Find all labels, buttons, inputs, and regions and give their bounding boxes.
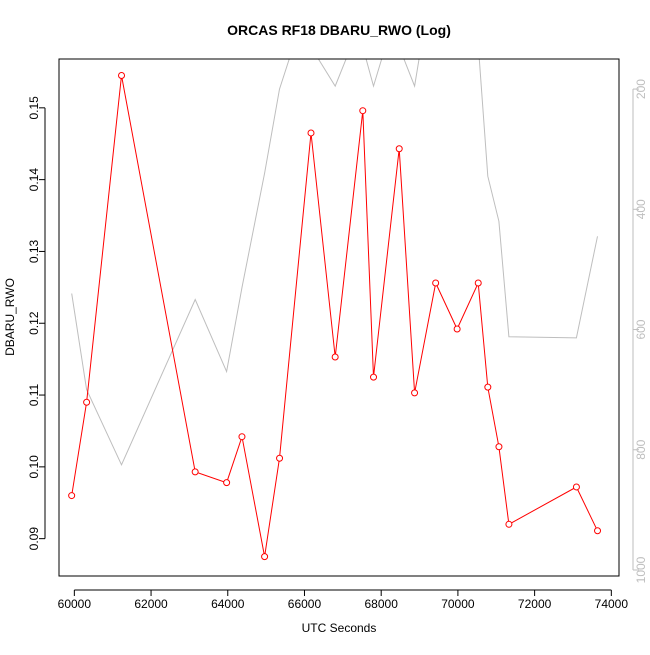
y-tick-label: 0.15 <box>27 96 41 120</box>
data-point-marker <box>495 443 503 451</box>
data-point-marker <box>238 433 246 441</box>
y-axis-left: 0.09 0.10 0.11 0.12 0.13 0.14 0.15 <box>27 96 46 551</box>
right-axis-series-line <box>71 59 598 467</box>
x-axis: 60000 62000 64000 66000 68000 70000 72000 74000 <box>58 589 629 611</box>
data-point-marker <box>395 145 403 153</box>
x-tick-label: 66000 <box>288 597 322 611</box>
data-point-marker <box>68 492 76 500</box>
data-point-marker <box>505 520 513 528</box>
data-point-marker <box>484 383 492 391</box>
x-tick-label: 70000 <box>441 597 475 611</box>
left-axis-series-layer <box>68 72 602 561</box>
x-tick-label: 60000 <box>58 597 92 611</box>
x-tick-label: 68000 <box>365 597 399 611</box>
chart-title: ORCAS RF18 DBARU_RWO (Log) <box>227 22 451 38</box>
data-point-marker <box>191 468 199 476</box>
y-tick-label: 0.13 <box>27 239 41 263</box>
data-point-marker <box>432 279 440 287</box>
data-point-marker <box>453 325 461 333</box>
data-point-marker <box>411 389 419 397</box>
y-tick-label: 0.09 <box>27 527 41 551</box>
data-point-marker <box>276 454 284 462</box>
x-tick-label: 64000 <box>211 597 245 611</box>
plot-frame <box>58 58 620 577</box>
data-point-marker <box>223 479 231 487</box>
x-tick-label: 62000 <box>134 597 168 611</box>
y-tick-label: 0.11 <box>27 383 41 406</box>
data-point-marker <box>359 107 367 115</box>
right-axis-series-layer <box>71 59 598 467</box>
y-axis-label: DBARU_RWO <box>3 278 17 356</box>
y2-tick-label: 1000 <box>634 556 648 583</box>
y-axis-right: 200 400 600 800 1000 <box>632 79 648 583</box>
data-point-marker <box>594 527 602 535</box>
data-point-marker <box>370 373 378 381</box>
data-point-marker <box>572 483 580 491</box>
y2-tick-label: 800 <box>634 439 648 459</box>
y-tick-label: 0.12 <box>27 311 41 335</box>
y2-tick-label: 400 <box>634 199 648 219</box>
data-point-marker <box>331 353 339 361</box>
data-point-marker <box>118 72 126 80</box>
x-tick-label: 74000 <box>595 597 629 611</box>
x-axis-label: UTC Seconds <box>302 621 377 635</box>
data-point-marker <box>474 279 482 287</box>
y2-tick-label: 600 <box>634 319 648 339</box>
y-tick-label: 0.10 <box>27 455 41 479</box>
x-tick-label: 72000 <box>518 597 552 611</box>
data-point-marker <box>261 553 269 561</box>
y2-tick-label: 200 <box>634 79 648 99</box>
data-point-marker <box>83 398 91 406</box>
left-axis-series-line <box>71 75 598 557</box>
data-point-marker <box>307 129 315 137</box>
y-tick-label: 0.14 <box>27 168 41 192</box>
